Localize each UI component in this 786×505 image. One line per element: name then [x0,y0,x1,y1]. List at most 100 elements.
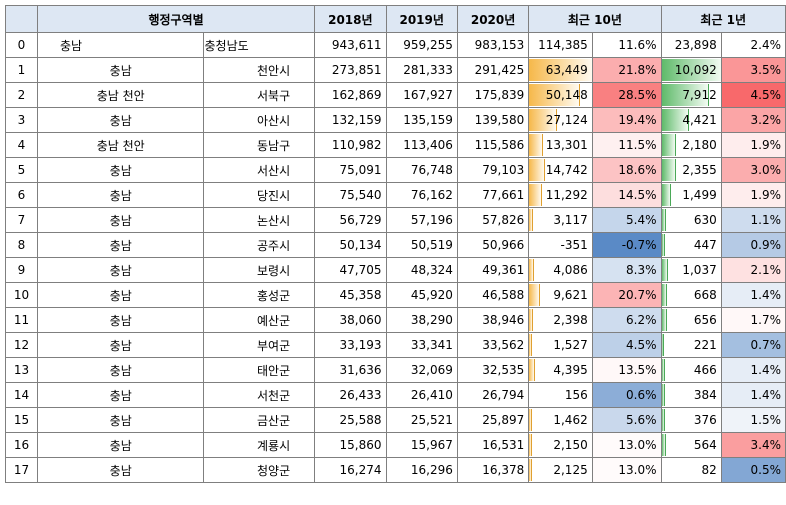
pop-2019-cell[interactable]: 25,521 [385,407,458,433]
row-index[interactable]: 16 [5,432,38,458]
pop-2019-cell[interactable]: 16,296 [385,457,458,483]
row-index[interactable]: 1 [5,57,38,83]
change-1y-cell[interactable]: 23,898 [660,32,722,58]
pop-2020-cell[interactable]: 115,586 [456,132,530,158]
rate-10y-cell[interactable]: 13.0% [591,457,662,483]
pop-2018-cell[interactable]: 110,982 [314,132,387,158]
rate-1y-cell[interactable]: 1.1% [720,207,786,233]
rate-10y-cell[interactable]: 13.5% [591,357,662,383]
pop-2018-cell[interactable]: 26,433 [314,382,387,408]
province-cell[interactable]: 충남 [36,107,205,133]
pop-2018-cell[interactable]: 33,193 [314,332,387,358]
pop-2020-cell[interactable]: 33,562 [456,332,530,358]
district-cell[interactable]: 서산시 [203,157,316,183]
row-index[interactable]: 8 [5,232,38,258]
rate-1y-cell[interactable]: 2.4% [720,32,786,58]
district-cell[interactable]: 청양군 [203,457,316,483]
pop-2020-cell[interactable]: 26,794 [456,382,530,408]
district-cell[interactable]: 천안시 [203,57,316,83]
header-recent-10[interactable]: 최근 10년 [528,5,662,33]
pop-2020-cell[interactable]: 16,531 [456,432,530,458]
rate-1y-cell[interactable]: 1.4% [720,282,786,308]
rate-10y-cell[interactable]: 4.5% [591,332,662,358]
rate-10y-cell[interactable]: 5.4% [591,207,662,233]
pop-2020-cell[interactable]: 25,897 [456,407,530,433]
change-1y-cell[interactable]: 2,355 [660,157,722,183]
change-1y-cell[interactable]: 384 [660,382,722,408]
rate-1y-cell[interactable]: 4.5% [720,82,786,108]
header-index[interactable] [5,5,38,33]
pop-2019-cell[interactable]: 76,162 [385,182,458,208]
header-2018[interactable]: 2018년 [314,5,387,33]
pop-2018-cell[interactable]: 56,729 [314,207,387,233]
change-1y-cell[interactable]: 376 [660,407,722,433]
rate-1y-cell[interactable]: 3.4% [720,432,786,458]
pop-2019-cell[interactable]: 113,406 [385,132,458,158]
pop-2018-cell[interactable]: 47,705 [314,257,387,283]
province-cell[interactable]: 충남 [36,57,205,83]
pop-2018-cell[interactable]: 132,159 [314,107,387,133]
rate-1y-cell[interactable]: 0.7% [720,332,786,358]
change-1y-cell[interactable]: 668 [660,282,722,308]
change-1y-cell[interactable]: 466 [660,357,722,383]
change-10y-cell[interactable]: 156 [528,382,593,408]
change-1y-cell[interactable]: 1,037 [660,257,722,283]
rate-1y-cell[interactable]: 2.1% [720,257,786,283]
pop-2019-cell[interactable]: 57,196 [385,207,458,233]
rate-10y-cell[interactable]: 11.6% [591,32,662,58]
change-1y-cell[interactable]: 2,180 [660,132,722,158]
district-cell[interactable]: 논산시 [203,207,316,233]
pop-2019-cell[interactable]: 959,255 [385,32,458,58]
row-index[interactable]: 0 [5,32,38,58]
rate-1y-cell[interactable]: 1.7% [720,307,786,333]
pop-2019-cell[interactable]: 135,159 [385,107,458,133]
pop-2020-cell[interactable]: 139,580 [456,107,530,133]
change-1y-cell[interactable]: 221 [660,332,722,358]
pop-2018-cell[interactable]: 75,091 [314,157,387,183]
rate-10y-cell[interactable]: -0.7% [591,232,662,258]
rate-10y-cell[interactable]: 0.6% [591,382,662,408]
district-cell[interactable]: 계룡시 [203,432,316,458]
row-index[interactable]: 2 [5,82,38,108]
rate-1y-cell[interactable]: 0.5% [720,457,786,483]
rate-1y-cell[interactable]: 3.5% [720,57,786,83]
row-index[interactable]: 6 [5,182,38,208]
district-cell[interactable]: 부여군 [203,332,316,358]
pop-2018-cell[interactable]: 50,134 [314,232,387,258]
rate-10y-cell[interactable]: 20.7% [591,282,662,308]
province-cell[interactable]: 충남 [36,332,205,358]
pop-2019-cell[interactable]: 45,920 [385,282,458,308]
province-cell[interactable]: 충남 [36,32,205,58]
pop-2020-cell[interactable]: 57,826 [456,207,530,233]
row-index[interactable]: 11 [5,307,38,333]
change-1y-cell[interactable]: 656 [660,307,722,333]
rate-10y-cell[interactable]: 11.5% [591,132,662,158]
change-10y-cell[interactable]: 27,124 [528,107,593,133]
change-10y-cell[interactable]: 63,449 [528,57,593,83]
district-cell[interactable]: 동남구 [203,132,316,158]
province-cell[interactable]: 충남 [36,232,205,258]
rate-10y-cell[interactable]: 6.2% [591,307,662,333]
header-2020[interactable]: 2020년 [456,5,530,33]
province-cell[interactable]: 충남 [36,357,205,383]
change-1y-cell[interactable]: 7,912 [660,82,722,108]
pop-2018-cell[interactable]: 15,860 [314,432,387,458]
change-1y-cell[interactable]: 4,421 [660,107,722,133]
rate-10y-cell[interactable]: 5.6% [591,407,662,433]
district-cell[interactable]: 공주시 [203,232,316,258]
district-cell[interactable]: 서북구 [203,82,316,108]
pop-2019-cell[interactable]: 38,290 [385,307,458,333]
pop-2020-cell[interactable]: 983,153 [456,32,530,58]
row-index[interactable]: 10 [5,282,38,308]
change-10y-cell[interactable]: 4,086 [528,257,593,283]
district-cell[interactable]: 금산군 [203,407,316,433]
province-cell[interactable]: 충남 [36,207,205,233]
district-cell[interactable]: 서천군 [203,382,316,408]
pop-2018-cell[interactable]: 273,851 [314,57,387,83]
pop-2019-cell[interactable]: 48,324 [385,257,458,283]
change-10y-cell[interactable]: 2,125 [528,457,593,483]
district-cell[interactable]: 예산군 [203,307,316,333]
change-1y-cell[interactable]: 564 [660,432,722,458]
change-10y-cell[interactable]: -351 [528,232,593,258]
province-cell[interactable]: 충남 [36,257,205,283]
